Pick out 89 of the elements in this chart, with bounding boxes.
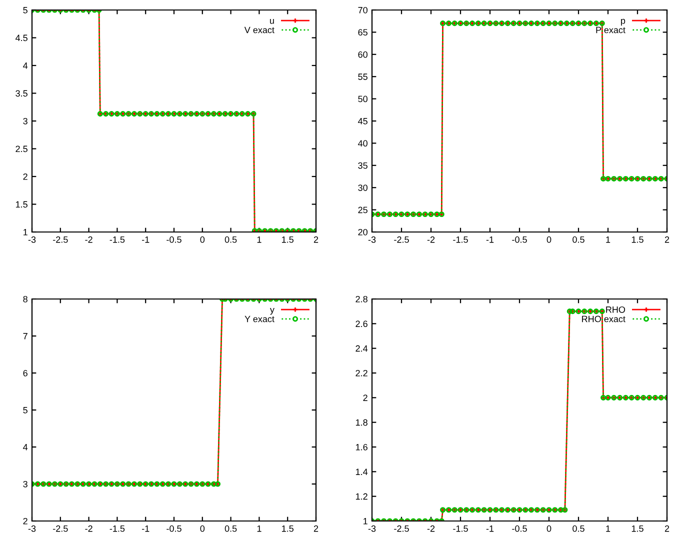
y-tick-label: 25 bbox=[358, 206, 368, 214]
y-tick-label: 2 bbox=[23, 173, 28, 180]
legend-label: y bbox=[270, 308, 274, 315]
y-tick-label: 55 bbox=[358, 74, 368, 80]
x-tick-label: 1 bbox=[606, 236, 610, 243]
x-tick-label: -2 bbox=[85, 236, 92, 243]
x-tick-label: -1 bbox=[486, 526, 494, 532]
x-tick-label: 1.5 bbox=[282, 526, 294, 532]
y-tick-label: 2.8 bbox=[356, 296, 368, 302]
x-tick-label: -1.5 bbox=[110, 526, 125, 532]
y-tick-label: 35 bbox=[358, 162, 368, 169]
x-tick-label: 2 bbox=[664, 236, 670, 243]
x-tick-label: 0 bbox=[200, 525, 205, 532]
y-tick-label: 30 bbox=[358, 184, 368, 191]
legend-label: RHO bbox=[606, 306, 626, 313]
x-tick-label: -1 bbox=[486, 236, 494, 243]
y-tick-label: 60 bbox=[358, 51, 368, 58]
y-tick-label: 4 bbox=[23, 62, 28, 69]
x-tick-label: 1 bbox=[606, 526, 610, 532]
y-tick-label: 5 bbox=[23, 7, 28, 14]
y-tick-label: 3.5 bbox=[16, 90, 28, 97]
x-tick-label: -0.5 bbox=[512, 236, 527, 243]
y-tick-label: 1 bbox=[24, 229, 28, 236]
y-tick-label: 45 bbox=[358, 118, 368, 124]
x-tick-label: 0.5 bbox=[224, 236, 237, 243]
x-tick-label: -3 bbox=[28, 236, 36, 243]
x-tick-label: -0.5 bbox=[166, 236, 182, 243]
x-tick-label: -2.5 bbox=[394, 525, 409, 532]
x-tick-label: 0 bbox=[200, 236, 205, 243]
legend-label: u bbox=[270, 18, 274, 24]
x-tick-label: -3 bbox=[368, 236, 376, 243]
legend-label: Y exact bbox=[244, 316, 274, 322]
y-tick-label: 50 bbox=[358, 96, 368, 102]
x-tick-label: -2.5 bbox=[394, 236, 409, 243]
x-tick-label: -1 bbox=[142, 236, 150, 243]
y-tick-label: 1.8 bbox=[356, 419, 368, 426]
x-tick-label: 1.5 bbox=[632, 526, 644, 532]
x-tick-label: -1.5 bbox=[453, 526, 468, 532]
x-tick-label: -2.5 bbox=[53, 236, 68, 243]
x-tick-label: -0.5 bbox=[166, 525, 182, 532]
x-tick-label: 1 bbox=[257, 236, 262, 243]
y-tick-label: 65 bbox=[358, 29, 368, 36]
y-tick-label: 1.6 bbox=[356, 444, 368, 450]
x-tick-label: 0 bbox=[546, 525, 552, 532]
x-tick-label: -2 bbox=[427, 525, 435, 532]
x-tick-label: -2.5 bbox=[53, 525, 68, 532]
x-tick-label: -2 bbox=[85, 525, 92, 532]
y-tick-label: 2.6 bbox=[356, 320, 368, 328]
y-tick-label: 4 bbox=[23, 444, 28, 450]
y-tick-label: 2 bbox=[363, 394, 368, 401]
y-tick-label: 6 bbox=[23, 370, 28, 376]
x-tick-label: -3 bbox=[368, 525, 376, 532]
legend-label: V exact bbox=[244, 26, 274, 34]
x-tick-label: 0 bbox=[546, 236, 552, 243]
y-tick-label: 4.5 bbox=[15, 34, 28, 42]
x-tick-label: 2 bbox=[314, 525, 318, 532]
x-tick-label: 1.5 bbox=[282, 236, 294, 243]
y-tick-label: 2.2 bbox=[356, 370, 368, 376]
y-tick-label: 2 bbox=[23, 518, 28, 524]
y-tick-label: 5 bbox=[23, 407, 28, 414]
y-tick-label: 3 bbox=[23, 480, 28, 488]
y-tick-label: 2.4 bbox=[356, 345, 368, 352]
y-tick-label: 1.4 bbox=[356, 468, 368, 475]
y-tick-label: 7 bbox=[23, 333, 28, 340]
x-tick-label: -1 bbox=[142, 526, 150, 532]
y-tick-label: 8 bbox=[23, 296, 28, 302]
y-tick-label: 20 bbox=[358, 228, 368, 236]
y-tick-label: 1 bbox=[364, 518, 368, 524]
x-tick-label: -3 bbox=[28, 525, 36, 532]
y-tick-label: 2.5 bbox=[16, 146, 28, 152]
x-tick-label: 1.5 bbox=[632, 236, 644, 243]
x-tick-label: 0.5 bbox=[224, 525, 237, 532]
x-tick-label: 0.5 bbox=[572, 236, 584, 243]
x-tick-label: -0.5 bbox=[512, 525, 527, 532]
legend-label: p bbox=[621, 18, 626, 26]
x-tick-label: 2 bbox=[314, 236, 318, 243]
legend-label: RHO exact bbox=[582, 316, 626, 322]
y-tick-label: 3 bbox=[23, 118, 28, 124]
y-tick-label: 1.2 bbox=[356, 493, 368, 500]
x-tick-label: 0.5 bbox=[572, 525, 584, 532]
y-tick-label: 70 bbox=[358, 6, 368, 14]
x-tick-label: -2 bbox=[427, 236, 435, 243]
x-tick-label: 1 bbox=[257, 526, 262, 532]
y-tick-label: 1.5 bbox=[16, 201, 28, 208]
x-tick-label: 2 bbox=[664, 525, 670, 532]
x-tick-label: -1.5 bbox=[453, 236, 468, 243]
legend-label: P exact bbox=[596, 26, 626, 34]
y-tick-label: 40 bbox=[358, 140, 368, 147]
x-tick-label: -1.5 bbox=[110, 236, 125, 243]
